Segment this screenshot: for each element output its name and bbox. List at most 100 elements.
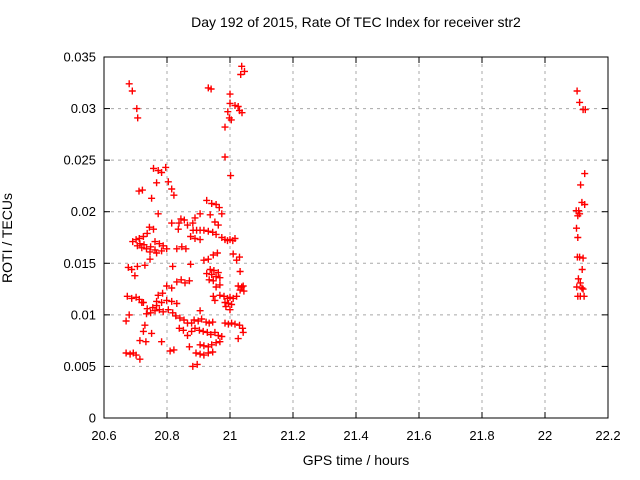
data-point <box>146 248 154 256</box>
data-point <box>238 109 246 117</box>
data-point <box>129 238 137 246</box>
data-point <box>239 328 247 336</box>
data-point <box>196 210 204 218</box>
data-point <box>236 268 244 275</box>
data-point <box>196 350 204 358</box>
data-point <box>189 219 197 227</box>
data-point <box>187 260 195 268</box>
data-point <box>581 201 589 208</box>
data-point <box>203 270 211 278</box>
data-point <box>573 87 581 95</box>
x-tick-label: 21.4 <box>343 428 368 443</box>
data-point <box>135 187 143 195</box>
data-point <box>221 153 229 161</box>
data-point <box>208 341 216 349</box>
data-point <box>163 296 171 304</box>
data-point <box>228 319 236 327</box>
data-point <box>154 291 162 299</box>
data-point <box>155 240 163 248</box>
data-point <box>180 216 188 224</box>
data-point <box>164 178 172 186</box>
data-point <box>125 311 133 319</box>
data-point <box>578 284 586 292</box>
plot-border <box>103 56 609 419</box>
y-tick-label: 0 <box>89 411 96 426</box>
data-point <box>188 327 196 335</box>
data-point <box>576 253 584 261</box>
data-point <box>139 233 147 240</box>
data-point <box>126 350 134 358</box>
data-point <box>153 179 161 187</box>
data-point <box>141 261 149 269</box>
data-point <box>231 320 239 328</box>
data-point <box>168 185 176 193</box>
data-point <box>196 307 204 315</box>
data-point <box>209 251 217 259</box>
data-point <box>224 108 232 116</box>
data-point <box>143 310 150 318</box>
data-point <box>236 286 244 294</box>
data-point <box>173 278 181 286</box>
x-tick-label: 21 <box>223 428 237 443</box>
data-point <box>128 294 136 302</box>
data-point <box>574 212 582 220</box>
y-tick-label: 0.035 <box>63 50 96 65</box>
data-point <box>166 347 174 355</box>
data-point <box>581 170 589 178</box>
data-point <box>131 272 139 280</box>
data-point <box>208 271 216 279</box>
data-point <box>216 281 224 289</box>
data-point <box>200 342 208 350</box>
data-point <box>226 90 234 98</box>
data-point <box>577 181 585 189</box>
data-point <box>151 246 159 254</box>
data-point <box>133 105 141 113</box>
data-point <box>195 326 203 334</box>
data-point <box>240 287 248 295</box>
data-point <box>187 233 195 240</box>
data-point <box>212 283 220 291</box>
data-point <box>200 226 208 234</box>
data-point <box>209 277 217 285</box>
data-point <box>159 289 167 297</box>
data-point <box>222 303 230 311</box>
data-point <box>178 243 186 251</box>
data-point <box>138 244 146 252</box>
data-point <box>209 292 217 300</box>
data-point <box>218 210 226 218</box>
data-point <box>233 256 241 264</box>
data-point <box>158 299 166 306</box>
data-point <box>148 194 156 202</box>
data-point <box>214 221 222 229</box>
data-point <box>150 225 157 233</box>
x-tick-label: 20.8 <box>154 428 179 443</box>
y-tick-label: 0.015 <box>63 256 96 271</box>
data-point <box>221 123 229 131</box>
data-point <box>169 309 177 317</box>
data-point <box>241 67 248 75</box>
data-point <box>238 283 246 291</box>
data-point <box>155 306 163 314</box>
data-point <box>228 301 236 308</box>
data-point <box>206 211 214 219</box>
data-point <box>128 266 136 273</box>
data-point <box>184 221 191 229</box>
data-point <box>211 328 219 336</box>
data-point <box>206 266 214 273</box>
data-point <box>216 291 224 299</box>
data-point <box>189 362 197 370</box>
data-point <box>125 80 133 88</box>
data-point <box>158 338 166 346</box>
data-point <box>215 204 223 212</box>
data-point <box>198 315 206 323</box>
data-point <box>579 285 587 293</box>
data-point <box>153 249 161 257</box>
data-point <box>141 321 149 329</box>
data-point <box>573 283 581 291</box>
data-point <box>237 71 245 78</box>
data-point <box>145 223 153 231</box>
data-point <box>214 332 222 339</box>
data-point <box>202 318 210 326</box>
data-point <box>158 247 166 255</box>
